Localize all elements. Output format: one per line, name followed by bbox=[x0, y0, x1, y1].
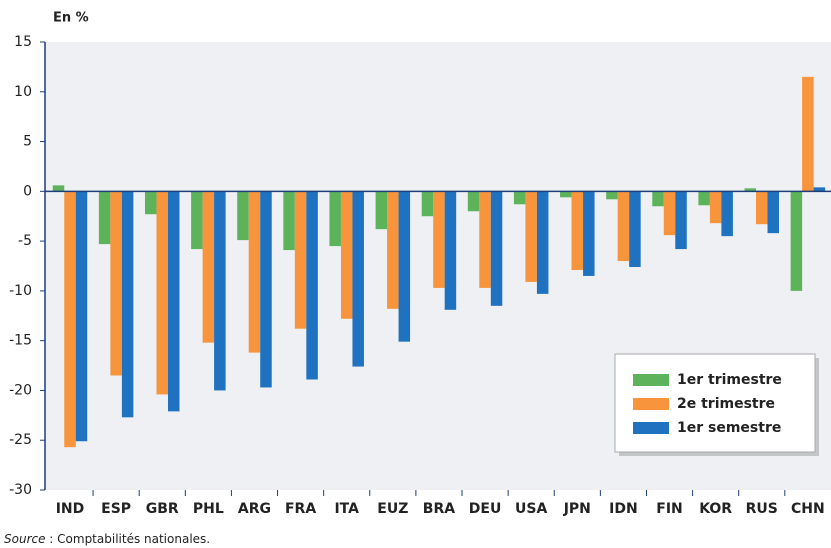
y-tick-label: 0 bbox=[23, 183, 32, 199]
bar bbox=[375, 191, 388, 230]
bar bbox=[98, 191, 111, 245]
bar bbox=[536, 191, 549, 294]
y-tick-label: -25 bbox=[9, 432, 32, 448]
bar bbox=[202, 191, 215, 343]
x-tick-label: ARG bbox=[238, 501, 271, 517]
x-tick-label: IDN bbox=[609, 501, 638, 517]
bar bbox=[214, 191, 226, 391]
bar bbox=[583, 191, 595, 276]
bar bbox=[490, 191, 503, 306]
y-tick-label: 15 bbox=[14, 34, 32, 50]
bar bbox=[167, 191, 180, 412]
bar bbox=[260, 191, 272, 388]
legend-swatch bbox=[633, 422, 669, 434]
bar bbox=[525, 191, 537, 282]
legend-swatch bbox=[633, 398, 669, 410]
bar bbox=[479, 191, 491, 288]
bar bbox=[513, 191, 526, 205]
bar bbox=[790, 191, 803, 291]
bar bbox=[767, 191, 780, 234]
bar bbox=[617, 191, 630, 262]
x-tick-label: ESP bbox=[101, 501, 131, 517]
bar bbox=[283, 191, 295, 251]
legend-label: 2e trimestre bbox=[677, 396, 775, 412]
bar bbox=[156, 191, 168, 395]
bar bbox=[421, 191, 434, 217]
y-tick-label: -20 bbox=[9, 382, 32, 398]
bar bbox=[756, 191, 768, 225]
bar bbox=[191, 191, 203, 250]
y-axis-label: En % bbox=[53, 11, 89, 26]
legend-swatch bbox=[633, 374, 669, 386]
x-tick-label: USA bbox=[515, 501, 547, 517]
x-tick-label: RUS bbox=[746, 501, 778, 517]
x-tick-label: BRA bbox=[423, 501, 455, 517]
bar bbox=[560, 191, 572, 198]
bar bbox=[306, 191, 318, 380]
bar bbox=[340, 191, 353, 319]
source-label: Source bbox=[4, 532, 45, 546]
source: Source : Comptabilités nationales. bbox=[4, 532, 210, 546]
x-tick-label: KOR bbox=[699, 501, 732, 517]
x-tick-label: FIN bbox=[656, 501, 683, 517]
bar bbox=[64, 191, 76, 448]
x-tick-label: ITA bbox=[334, 501, 359, 517]
bar bbox=[52, 185, 65, 192]
y-tick-label: 10 bbox=[14, 84, 32, 100]
bar bbox=[237, 191, 249, 241]
bar bbox=[709, 191, 722, 224]
bar bbox=[398, 191, 411, 342]
bar bbox=[444, 191, 457, 310]
bar bbox=[433, 191, 445, 288]
bar bbox=[294, 191, 307, 329]
bar bbox=[248, 191, 261, 353]
bar bbox=[629, 191, 641, 267]
x-tick-label: PHL bbox=[193, 501, 224, 517]
y-tick-label: -15 bbox=[9, 333, 32, 349]
bar bbox=[721, 191, 733, 237]
x-tick-label: GBR bbox=[146, 501, 179, 517]
bar bbox=[329, 191, 341, 247]
y-tick-label: -30 bbox=[9, 482, 32, 498]
bar bbox=[698, 191, 710, 206]
bar bbox=[606, 191, 618, 200]
legend-label: 1er trimestre bbox=[677, 372, 782, 388]
bar bbox=[352, 191, 364, 367]
bar bbox=[802, 76, 814, 192]
bar bbox=[813, 187, 826, 192]
y-tick-label: 5 bbox=[23, 134, 32, 150]
bar bbox=[144, 191, 157, 215]
x-tick-label: FRA bbox=[285, 501, 316, 517]
x-tick-label: DEU bbox=[469, 501, 502, 517]
x-tick-label: JPN bbox=[563, 501, 591, 517]
bar bbox=[75, 191, 88, 442]
source-text: : Comptabilités nationales. bbox=[45, 532, 210, 546]
legend: 1er trimestre 2e trimestre 1er semestre bbox=[614, 353, 819, 456]
legend-label: 1er semestre bbox=[677, 420, 781, 436]
bar bbox=[744, 188, 757, 192]
bar bbox=[467, 191, 480, 212]
bar bbox=[387, 191, 399, 309]
bar bbox=[652, 191, 664, 207]
x-tick-label: EUZ bbox=[377, 501, 408, 517]
bar bbox=[663, 191, 676, 236]
x-tick-label: CHN bbox=[791, 501, 825, 517]
bar bbox=[110, 191, 122, 376]
y-tick-label: -10 bbox=[9, 283, 32, 299]
bar bbox=[121, 191, 134, 418]
bar bbox=[571, 191, 584, 270]
bar bbox=[675, 191, 687, 250]
x-tick-label: IND bbox=[56, 501, 85, 517]
y-tick-label: -5 bbox=[18, 233, 32, 249]
legend-box bbox=[614, 353, 816, 453]
